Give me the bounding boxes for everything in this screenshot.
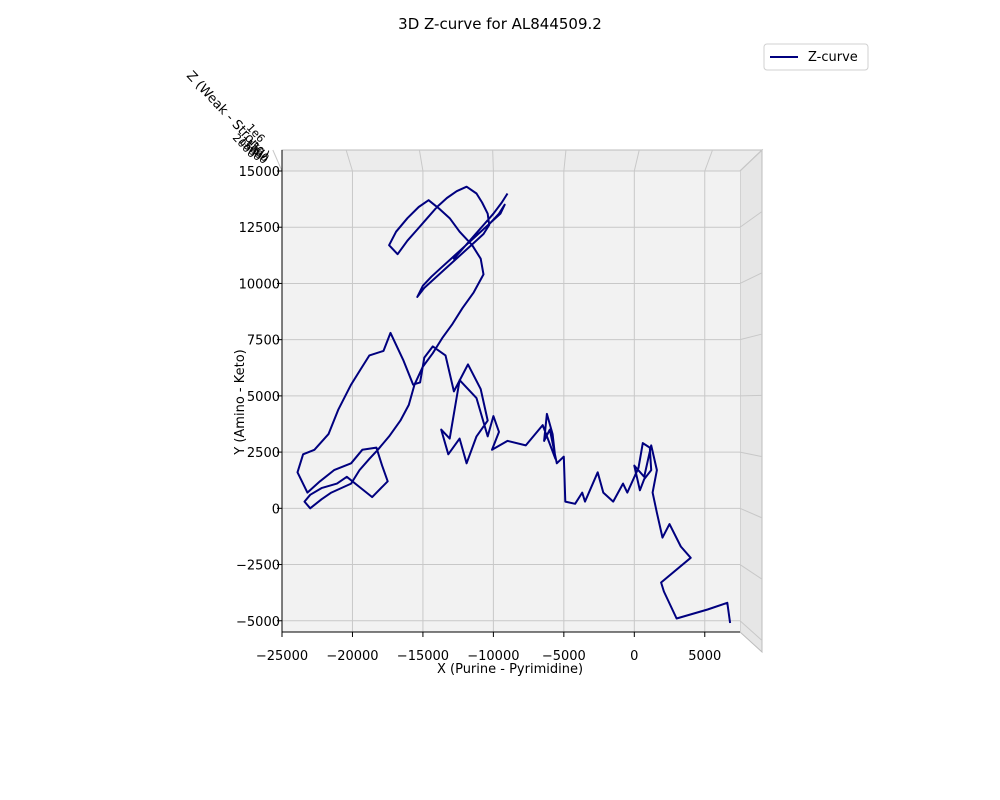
y-tick-label: 7500 — [247, 334, 280, 349]
y-tick-label: 12500 — [239, 221, 280, 236]
z-axis: 1e6 2000 1500 1000 500 Z (Weak - Strong) — [183, 68, 283, 171]
legend-label: Z-curve — [808, 50, 858, 65]
x-axis: −25000 −20000 −15000 −10000 −5000 0 5000 — [256, 631, 740, 664]
pane-perspective-line — [739, 333, 763, 341]
top-pane — [281, 149, 764, 172]
chart-title: 3D Z-curve for AL844509.2 — [398, 15, 602, 33]
x-tick-label: 5000 — [688, 649, 721, 664]
z-axis-label: Z (Weak - Strong) — [183, 68, 272, 162]
y-tick-label: 2500 — [247, 446, 280, 461]
pane-perspective-line — [739, 451, 763, 458]
x-tick-label: −25000 — [256, 649, 308, 664]
y-axis-label: Y (Amino - Keto) — [233, 349, 248, 455]
y-tick-label: 10000 — [239, 277, 280, 292]
x-tick-label: −20000 — [326, 649, 378, 664]
plot-area — [282, 171, 740, 632]
y-tick-label: 0 — [272, 502, 280, 517]
pane-perspective-line — [739, 272, 763, 284]
x-tick-label: −15000 — [397, 649, 449, 664]
pane-perspective-line — [345, 149, 353, 172]
pane-perspective-line — [418, 149, 424, 172]
x-tick-label: 0 — [630, 649, 638, 664]
x-axis-label: X (Purine - Pyrimidine) — [437, 662, 583, 677]
series-line-z-curve — [296, 185, 732, 624]
pane-frame — [272, 148, 764, 654]
pane-perspective-line — [492, 149, 494, 172]
legend-box — [763, 43, 869, 71]
pane-perspective-lines — [272, 149, 763, 641]
pane-perspective-line — [739, 507, 763, 519]
pane-perspective-line — [739, 211, 763, 228]
grid-lines — [281, 170, 740, 632]
y-tick-label: 5000 — [247, 390, 280, 405]
y-tick-label: 15000 — [239, 165, 280, 180]
legend: Z-curve — [763, 43, 869, 71]
pane-perspective-line — [739, 149, 763, 172]
pane-perspective-line — [704, 149, 713, 172]
y-tick-label: −5000 — [236, 615, 280, 630]
y-axis: −5000 −2500 0 2500 5000 7500 10000 12500 15000 — [236, 165, 283, 632]
x-tick-label: −5000 — [542, 649, 586, 664]
pane-perspective-line — [272, 149, 283, 172]
pane-perspective-line — [739, 620, 763, 641]
pane-perspective-line — [739, 564, 763, 580]
pane-perspective-line — [739, 394, 763, 397]
y-tick-label: −2500 — [236, 559, 280, 574]
x-tick-label: −10000 — [467, 649, 519, 664]
pane-perspective-line — [563, 149, 567, 172]
pane-perspective-line — [633, 149, 640, 172]
